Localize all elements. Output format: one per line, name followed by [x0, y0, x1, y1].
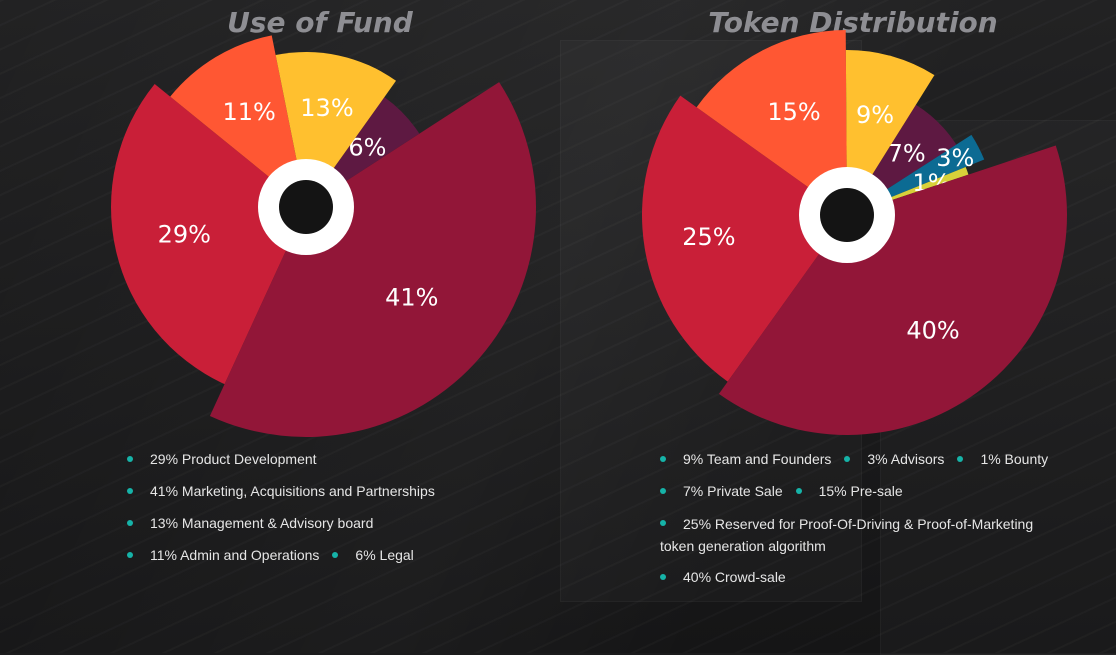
use-of-fund-pie-chart: 6%41%29%11% 13%: [110, 35, 537, 437]
slice-label: 15%: [767, 98, 820, 126]
legend-item: 41% Marketing, Acquisitions and Partners…: [150, 483, 435, 499]
slice-label: 40%: [906, 317, 959, 345]
legend-bullet: [127, 552, 133, 558]
legend-bullet: [660, 520, 666, 527]
legend-row: 13% Management & Advisory board: [127, 515, 373, 531]
slice-label: 11%: [223, 98, 276, 126]
legend-item: 15% Pre-sale: [818, 483, 903, 499]
pie-slice: [170, 35, 306, 208]
legend-bullet: [660, 456, 666, 462]
legend-bullet: [127, 488, 133, 494]
slice-label: 25%: [682, 223, 735, 251]
legend-bullet: [332, 552, 339, 558]
legend-row: 7% Private Sale 15% Pre-sale: [660, 483, 903, 499]
legend-item: 25% Reserved for Proof-Of-Driving & Proo…: [660, 516, 1034, 554]
legend-item: 29% Product Development: [150, 451, 317, 467]
legend-item: 6% Legal: [355, 547, 414, 563]
slice-label: 13%: [300, 94, 353, 122]
legend-bullet: [795, 488, 802, 494]
donut-hole: [820, 188, 874, 242]
pie-slice: [718, 145, 1067, 436]
legend-bullet: [660, 574, 666, 580]
legend-item: 13% Management & Advisory board: [150, 515, 374, 531]
legend-bullet: [957, 456, 964, 462]
slice-label: 9%: [856, 101, 894, 129]
legend-item: 11% Admin and Operations: [150, 547, 320, 563]
slice-label: 7%: [888, 139, 926, 167]
legend-row: 40% Crowd-sale: [660, 569, 786, 585]
slice-label: 41%: [385, 284, 438, 312]
legend-bullet: [660, 488, 666, 494]
pie-slice: [209, 82, 537, 437]
slice-label: 3%: [936, 144, 974, 172]
legend-bullet: [127, 520, 133, 526]
slice-label: 29%: [158, 220, 211, 248]
donut-hole: [279, 180, 333, 234]
use-of-fund-title: Use of Fund: [227, 6, 413, 39]
legend-item: 9% Team and Founders: [683, 451, 832, 467]
pie-slice: [110, 84, 307, 385]
pie-slice: [642, 95, 847, 382]
legend-row: 25% Reserved for Proof-Of-Driving & Proo…: [660, 513, 1040, 557]
legend-item: 40% Crowd-sale: [683, 569, 786, 585]
legend-row: 29% Product Development: [127, 451, 317, 467]
legend-bullet: [844, 456, 851, 462]
legend-row: 9% Team and Founders 3% Advisors 1% Boun…: [660, 451, 1048, 467]
legend-bullet: [127, 456, 133, 462]
legend-item: 3% Advisors: [867, 451, 945, 467]
token-distribution-title: Token Distribution: [708, 6, 998, 39]
legend-row: 11% Admin and Operations 6% Legal: [127, 547, 414, 563]
legend-row: 41% Marketing, Acquisitions and Partners…: [127, 483, 435, 499]
pie-slice: [696, 30, 847, 215]
legend-item: 7% Private Sale: [683, 483, 783, 499]
legend-item: 1% Bounty: [980, 451, 1049, 467]
token-distribution-pie-chart: 7% 3%1%40%25%15% 9%: [642, 30, 1067, 436]
